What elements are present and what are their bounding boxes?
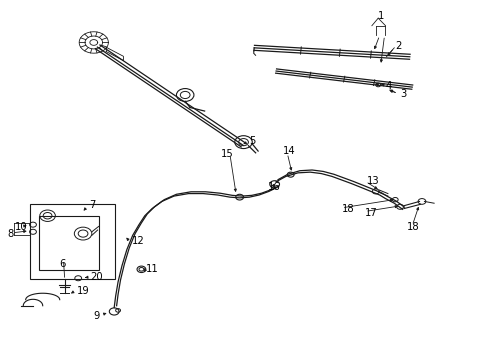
Text: 18: 18 [406, 222, 418, 232]
Text: 3: 3 [399, 89, 406, 99]
Text: 15: 15 [221, 149, 233, 158]
Bar [30, 204, 115, 279]
Text: 17: 17 [365, 208, 377, 218]
Text: 1: 1 [377, 12, 384, 21]
Text: 19: 19 [77, 287, 89, 296]
Text: 16: 16 [267, 182, 280, 192]
Text: 8: 8 [7, 229, 14, 239]
Text: 6: 6 [59, 259, 65, 269]
Text: 12: 12 [131, 236, 144, 246]
Text: 5: 5 [249, 136, 255, 146]
Text: 18: 18 [341, 204, 354, 214]
Text: 10: 10 [15, 222, 27, 232]
Text: 14: 14 [282, 147, 294, 157]
Text: 9: 9 [94, 311, 100, 321]
Text: 7: 7 [89, 200, 95, 210]
Text: 13: 13 [366, 176, 379, 186]
Text: 2: 2 [394, 41, 401, 51]
Text: 4: 4 [385, 81, 391, 91]
Text: 11: 11 [146, 264, 159, 274]
Bar [39, 216, 99, 270]
Text: 20: 20 [90, 272, 102, 282]
